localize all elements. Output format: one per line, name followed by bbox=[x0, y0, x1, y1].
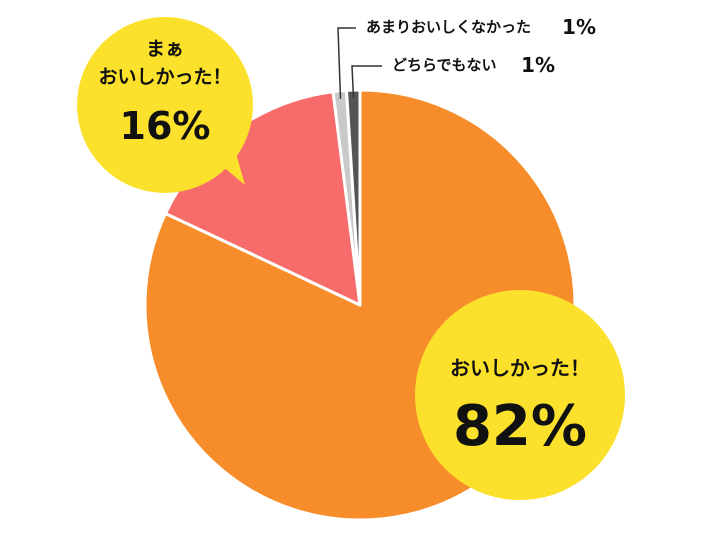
leader-2: あまりおいしくなかった 1% bbox=[337, 15, 596, 99]
leader-3: どちらでもない 1% bbox=[351, 53, 555, 99]
slice-label-1-line-1: おいしかった！ bbox=[98, 66, 231, 88]
slice-value-0: 82% bbox=[453, 394, 587, 459]
slice-value-1: 16% bbox=[120, 104, 211, 148]
slice-value-2: 1% bbox=[562, 15, 596, 39]
bubble-0: おいしかった！ 82% bbox=[415, 290, 625, 500]
slice-label-2: あまりおいしくなかった bbox=[366, 18, 531, 36]
slice-value-3: 1% bbox=[521, 53, 555, 77]
slice-label-0-line-0: おいしかった！ bbox=[450, 356, 590, 380]
leader-lines: あまりおいしくなかった 1% どちらでもない 1% bbox=[337, 15, 596, 99]
slice-label-3: どちらでもない bbox=[392, 56, 497, 74]
slice-label-1-line-0: まぁ bbox=[146, 38, 184, 60]
bubble-circle bbox=[77, 17, 253, 193]
leader-line-2 bbox=[337, 27, 356, 99]
bubble-circle bbox=[415, 290, 625, 500]
leader-line-3 bbox=[351, 65, 382, 99]
